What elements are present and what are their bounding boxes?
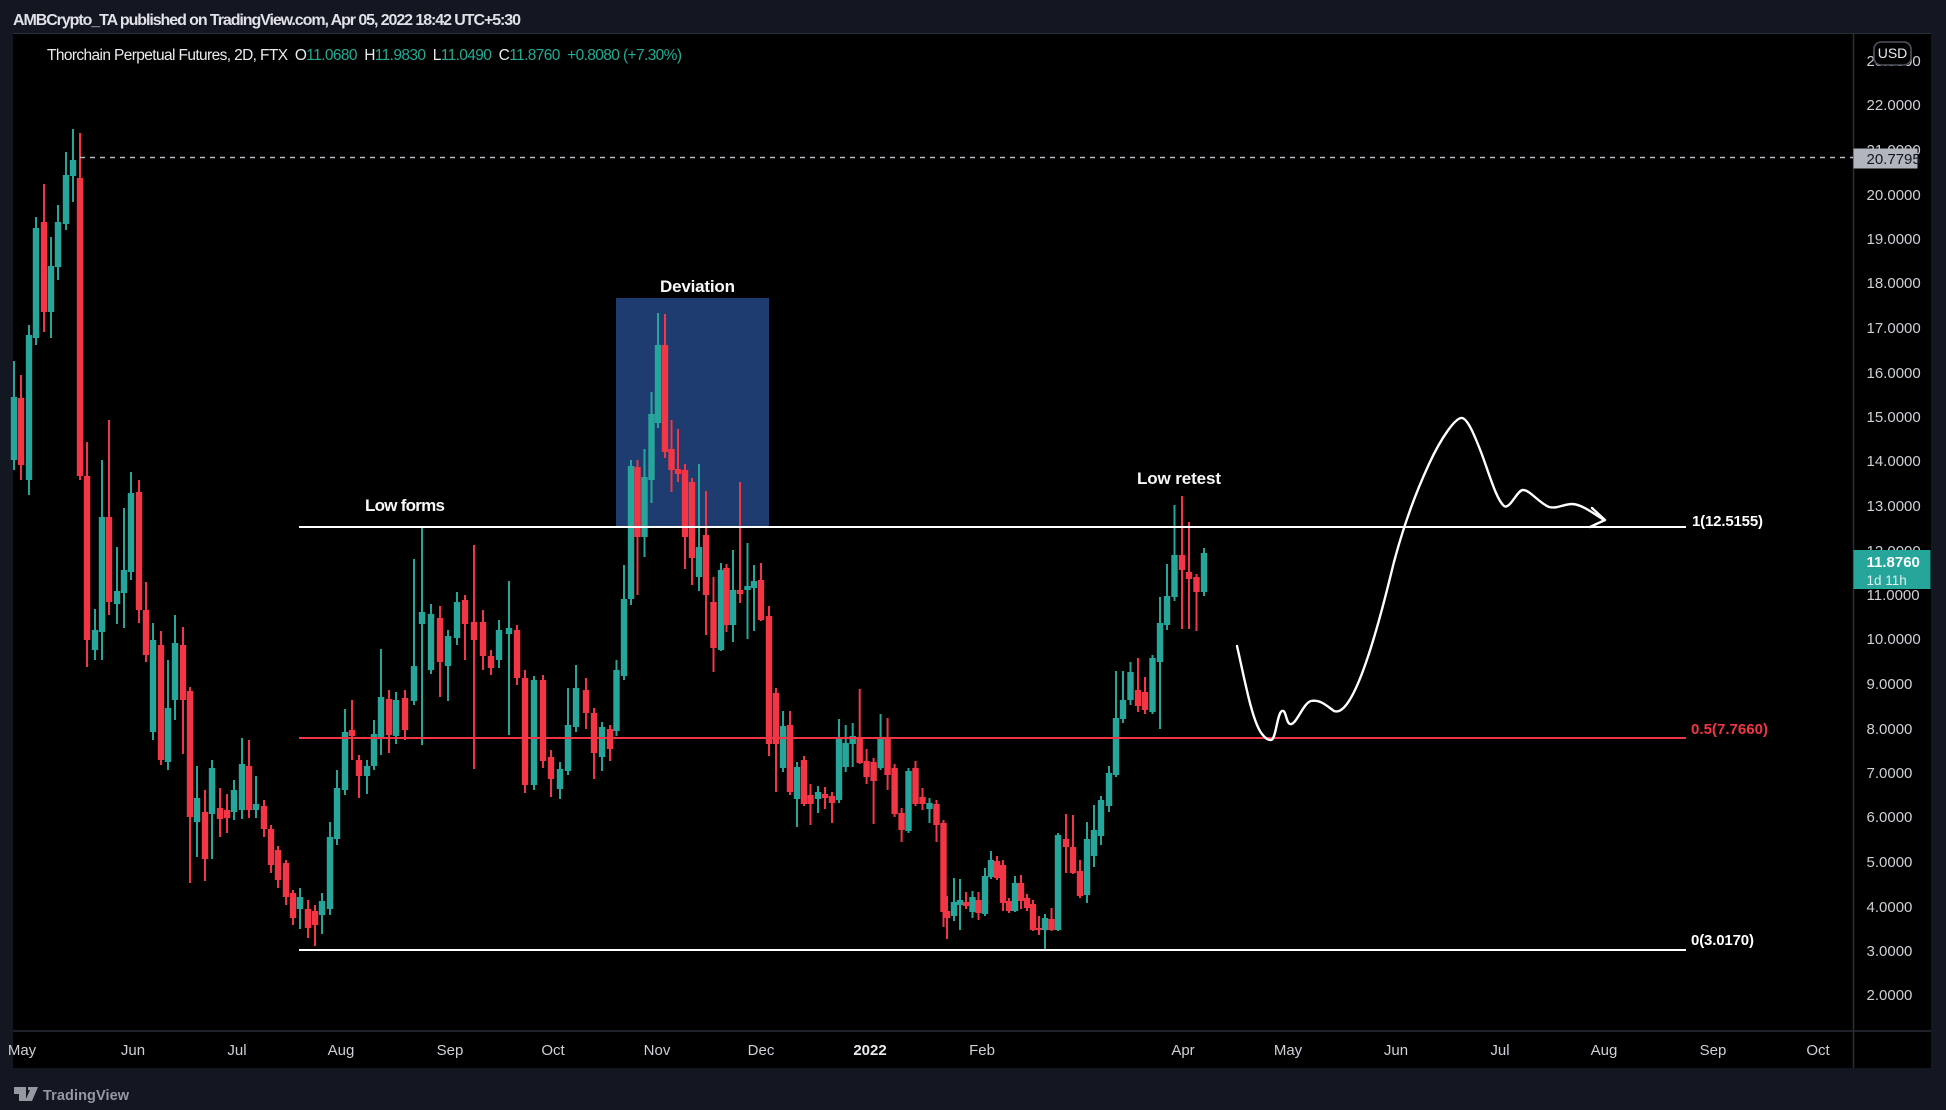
svg-text:11.8760: 11.8760 [1867, 554, 1920, 571]
svg-text:17.0000: 17.0000 [1867, 320, 1921, 337]
svg-text:Sep: Sep [437, 1042, 464, 1059]
svg-text:20.7795: 20.7795 [1867, 151, 1921, 168]
svg-text:Sep: Sep [1700, 1042, 1727, 1059]
svg-text:Jul: Jul [1490, 1042, 1509, 1059]
svg-text:Jun: Jun [1384, 1042, 1408, 1059]
svg-text:May: May [1274, 1042, 1303, 1059]
svg-text:1(12.5155): 1(12.5155) [1692, 513, 1763, 530]
svg-text:Oct: Oct [1806, 1042, 1830, 1059]
svg-text:Jun: Jun [121, 1042, 145, 1059]
svg-text:3.0000: 3.0000 [1867, 943, 1913, 960]
svg-text:5.0000: 5.0000 [1867, 854, 1913, 871]
svg-text:11.0000: 11.0000 [1867, 587, 1920, 604]
svg-text:May: May [8, 1042, 37, 1059]
svg-text:Low retest: Low retest [1137, 469, 1221, 488]
svg-text:10.0000: 10.0000 [1867, 631, 1921, 648]
svg-text:Thorchain Perpetual Futures, 2: Thorchain Perpetual Futures, 2D, FTX O11… [47, 47, 682, 64]
svg-text:AMBCrypto_TA published on Trad: AMBCrypto_TA published on TradingView.co… [13, 12, 521, 29]
svg-text:15.0000: 15.0000 [1867, 409, 1921, 426]
svg-text:Dec: Dec [748, 1042, 775, 1059]
svg-text:8.0000: 8.0000 [1867, 721, 1913, 738]
svg-text:18.0000: 18.0000 [1867, 275, 1921, 292]
svg-text:0(3.0170): 0(3.0170) [1691, 932, 1754, 949]
svg-text:Aug: Aug [1591, 1042, 1618, 1059]
svg-text:Aug: Aug [328, 1042, 355, 1059]
svg-text:TradingView: TradingView [43, 1088, 130, 1104]
svg-text:Deviation: Deviation [660, 277, 735, 296]
svg-text:7.0000: 7.0000 [1867, 765, 1913, 782]
svg-text:Apr: Apr [1171, 1042, 1194, 1059]
svg-text:22.0000: 22.0000 [1867, 97, 1921, 114]
svg-text:14.0000: 14.0000 [1867, 453, 1921, 470]
svg-text:20.0000: 20.0000 [1867, 187, 1921, 204]
svg-text:2.0000: 2.0000 [1867, 987, 1913, 1004]
svg-text:Jul: Jul [227, 1042, 246, 1059]
svg-text:4.0000: 4.0000 [1867, 899, 1913, 916]
svg-text:USD: USD [1878, 45, 1908, 61]
svg-text:1d 11h: 1d 11h [1867, 573, 1907, 588]
svg-text:19.0000: 19.0000 [1867, 231, 1921, 248]
svg-text:Low forms: Low forms [365, 496, 445, 515]
svg-text:Oct: Oct [541, 1042, 565, 1059]
svg-text:16.0000: 16.0000 [1867, 365, 1921, 382]
svg-text:Nov: Nov [644, 1042, 671, 1059]
svg-text:0.5(7.7660): 0.5(7.7660) [1691, 721, 1768, 738]
svg-text:Feb: Feb [969, 1042, 995, 1059]
svg-text:6.0000: 6.0000 [1867, 809, 1913, 826]
svg-text:13.0000: 13.0000 [1867, 498, 1921, 515]
svg-text:9.0000: 9.0000 [1867, 676, 1913, 693]
svg-text:2022: 2022 [853, 1042, 886, 1059]
